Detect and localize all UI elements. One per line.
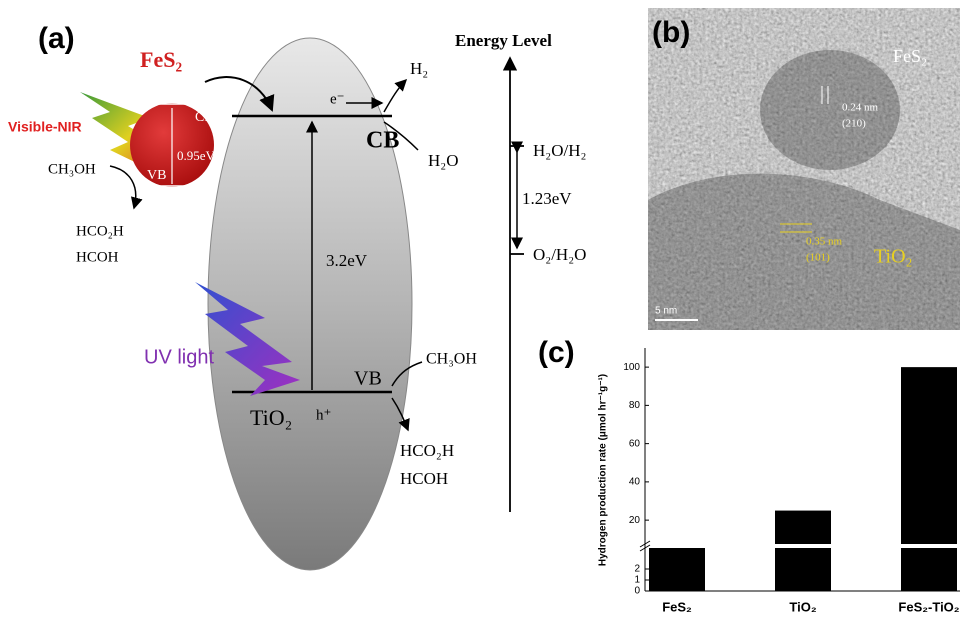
break-mark bbox=[639, 540, 651, 548]
tio2-gap: 3.2eV bbox=[326, 251, 368, 270]
fes2-grain bbox=[760, 50, 900, 170]
h2o-label: H₂O bbox=[428, 151, 458, 170]
bar bbox=[649, 547, 705, 591]
x-tick-label: FeS₂-TiO₂ bbox=[898, 599, 959, 614]
fes2-spacing: 0.24 nm bbox=[842, 102, 879, 114]
tem-image bbox=[648, 8, 960, 330]
fes2-label: FeS₂ bbox=[140, 47, 182, 72]
panel-c: (c) Hydrogen production rate (μmol hr⁻¹g… bbox=[538, 336, 960, 614]
fes2-hole: h⁺ bbox=[172, 192, 186, 207]
y-tick-label: 0 bbox=[634, 586, 640, 597]
tio2-hole: h⁺ bbox=[316, 407, 331, 423]
fes2-label: FeS₂ bbox=[893, 46, 927, 66]
tio2-cb: CB bbox=[366, 128, 399, 154]
scale-label: 5 nm bbox=[655, 306, 677, 317]
energy-level-label: Energy Level bbox=[455, 31, 552, 50]
fes2-product: HCOH bbox=[76, 249, 119, 265]
transfer-arrow bbox=[204, 76, 275, 112]
y-tick-label: 40 bbox=[629, 477, 641, 488]
bar bbox=[775, 510, 831, 591]
break-mark bbox=[639, 544, 651, 552]
visible-light-bolt bbox=[80, 92, 176, 182]
x-tick-label: FeS₂ bbox=[662, 599, 692, 614]
o2-h2o-level: O₂/H₂O bbox=[533, 245, 586, 264]
x-tick-label: TiO₂ bbox=[789, 599, 816, 614]
oxidation-arrow bbox=[109, 165, 143, 210]
visible-nir-label: Visible-NIR bbox=[8, 119, 82, 135]
tio2-label: TiO₂ bbox=[874, 246, 913, 268]
panel-label: (a) bbox=[38, 22, 75, 55]
h2-arrow bbox=[383, 78, 408, 113]
product-arrow bbox=[391, 397, 410, 432]
uv-label: UV light bbox=[144, 346, 214, 368]
y-tick-label: 1 bbox=[634, 575, 640, 586]
tio2-electron: e⁻ bbox=[330, 91, 345, 107]
h2o-h2-level: H₂O/H₂ bbox=[533, 141, 586, 160]
fes2-vb: VB bbox=[147, 168, 166, 183]
fes2-electron: e⁻ bbox=[174, 84, 188, 99]
axis-break bbox=[646, 544, 960, 548]
h2-label: H₂ bbox=[410, 59, 428, 78]
tio2-spacing: 0.35 nm bbox=[806, 236, 843, 248]
tio2-product: HCOH bbox=[400, 469, 448, 488]
energy-gap: 1.23eV bbox=[522, 189, 572, 208]
panel-b: (b) FeS₂ 0.24 nm (210) 0.35 nm (101) TiO… bbox=[648, 8, 960, 330]
donor-line bbox=[391, 361, 423, 387]
fes2-donor: CH₃OH bbox=[48, 161, 96, 177]
tio2-plane: (101) bbox=[806, 252, 830, 264]
uv-light-bolt bbox=[195, 282, 300, 396]
y-axis-label: Hydrogen production rate (μmol hr⁻¹g⁻¹) bbox=[598, 374, 609, 566]
bar bbox=[901, 367, 957, 591]
tio2-label: TiO₂ bbox=[250, 405, 292, 430]
tio2-grain bbox=[648, 173, 960, 330]
fes2-cb: CB bbox=[195, 110, 214, 125]
tio2-particle bbox=[207, 37, 413, 571]
fes2-plane: (210) bbox=[842, 118, 866, 130]
fes2-gap: 0.95eV bbox=[177, 148, 216, 163]
y-tick-label: 2 bbox=[634, 564, 640, 575]
panel-a: (a) FeS₂ Visible-NIR e⁻ CB 0.95eV VB h⁺ … bbox=[8, 22, 586, 571]
tio2-donor: CH₃OH bbox=[426, 351, 477, 368]
tio2-vb: VB bbox=[354, 368, 382, 390]
panel-label: (b) bbox=[652, 16, 690, 49]
y-tick-label: 100 bbox=[623, 362, 640, 373]
y-tick-label: 60 bbox=[629, 438, 641, 449]
fes2-product: HCO₂H bbox=[76, 223, 124, 239]
tio2-product: HCO₂H bbox=[400, 441, 454, 460]
h2o-line bbox=[383, 121, 419, 151]
y-tick-label: 20 bbox=[629, 515, 641, 526]
y-tick-label: 80 bbox=[629, 400, 641, 411]
panel-label: (c) bbox=[538, 336, 575, 369]
